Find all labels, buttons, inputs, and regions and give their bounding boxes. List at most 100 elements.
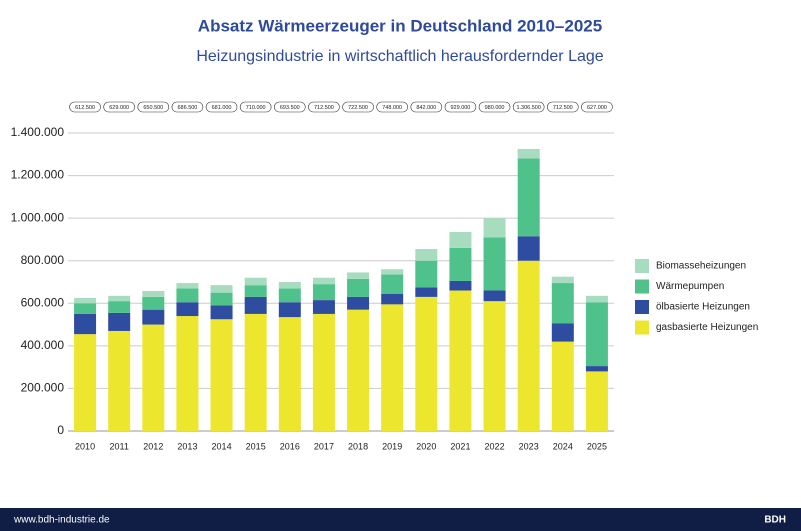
legend-swatch bbox=[635, 300, 649, 314]
bar-segment bbox=[176, 302, 199, 317]
bar-segment bbox=[483, 301, 506, 431]
total-pill bbox=[478, 101, 511, 113]
bar-segment bbox=[108, 312, 131, 331]
total-label: 712.500 bbox=[314, 105, 334, 111]
bar-segment bbox=[449, 231, 472, 248]
y-tick-label: 1.200.000 bbox=[11, 168, 65, 182]
total-pill bbox=[239, 101, 272, 113]
bar-segment bbox=[176, 283, 199, 289]
bar-segment bbox=[312, 284, 335, 301]
bar-segment bbox=[108, 295, 131, 302]
total-pill bbox=[69, 101, 101, 113]
bar-segment bbox=[585, 295, 608, 303]
bar-segment bbox=[347, 309, 370, 431]
x-tick-label: 2018 bbox=[348, 441, 368, 451]
y-tick-label: 200.000 bbox=[21, 381, 65, 395]
legend-label: gasbasierte Heizungen bbox=[656, 322, 758, 333]
bar-segment bbox=[278, 288, 301, 303]
bar-segment bbox=[483, 290, 506, 302]
bar-segment bbox=[244, 296, 267, 314]
bar-segment bbox=[551, 341, 574, 431]
y-tick-label: 1.000.000 bbox=[11, 210, 65, 224]
x-tick-label: 2021 bbox=[450, 441, 470, 451]
total-label: 748.000 bbox=[382, 105, 402, 111]
bar-segment bbox=[415, 249, 438, 261]
y-tick-label: 800.000 bbox=[21, 253, 65, 267]
bar-segment bbox=[551, 323, 574, 342]
total-pill bbox=[342, 101, 374, 113]
bar-segment bbox=[517, 236, 540, 261]
total-label: 693.500 bbox=[280, 105, 300, 111]
bar-segment bbox=[551, 276, 574, 284]
total-pill bbox=[410, 101, 443, 113]
bar-segment bbox=[74, 334, 97, 431]
x-tick-label: 2015 bbox=[246, 441, 266, 451]
bar-segment bbox=[483, 218, 506, 238]
total-pill bbox=[137, 101, 170, 113]
bar-segment bbox=[585, 366, 608, 372]
y-tick-label: 400.000 bbox=[21, 338, 65, 352]
total-pill bbox=[308, 101, 340, 113]
bar-segment bbox=[278, 282, 301, 289]
bar-segment bbox=[74, 297, 97, 304]
bar-segment bbox=[517, 260, 540, 431]
total-label: 929.000 bbox=[450, 105, 470, 111]
bar-segment bbox=[312, 300, 335, 314]
x-tick-label: 2024 bbox=[553, 441, 573, 451]
bar-segment bbox=[381, 269, 404, 275]
total-label: 686.500 bbox=[177, 105, 197, 111]
total-label: 681.000 bbox=[212, 105, 232, 111]
x-tick-label: 2019 bbox=[382, 441, 402, 451]
bar-segment bbox=[278, 317, 301, 431]
total-label: 650.500 bbox=[143, 105, 163, 111]
bar-segment bbox=[74, 303, 97, 314]
legend-label: Wärmepumpen bbox=[656, 281, 724, 292]
bar-segment bbox=[517, 148, 540, 159]
total-pill bbox=[205, 101, 238, 113]
bar-segment bbox=[449, 247, 472, 281]
total-pill bbox=[547, 101, 579, 113]
bar-segment bbox=[244, 285, 267, 297]
y-tick-label: 1.400.000 bbox=[11, 125, 65, 139]
bar-segment bbox=[415, 287, 438, 297]
x-tick-label: 2010 bbox=[75, 441, 95, 451]
bar-segment bbox=[210, 305, 233, 320]
footer-brand: BDH bbox=[764, 515, 786, 526]
x-tick-label: 2023 bbox=[519, 441, 539, 451]
x-tick-label: 2011 bbox=[110, 441, 129, 451]
total-label: 712.500 bbox=[553, 105, 573, 111]
total-pill bbox=[171, 101, 204, 113]
total-pill bbox=[581, 101, 613, 113]
total-label: 980.000 bbox=[485, 105, 505, 111]
total-pill bbox=[274, 101, 306, 113]
bar-segment bbox=[210, 285, 233, 293]
legend-swatch bbox=[635, 320, 649, 335]
bar-segment bbox=[278, 302, 301, 318]
bar-segment bbox=[517, 158, 540, 237]
legend-label: Biomasseheizungen bbox=[656, 261, 746, 272]
total-label: 1.306.500 bbox=[516, 105, 540, 111]
x-tick-label: 2012 bbox=[143, 441, 163, 451]
total-label: 612.500 bbox=[75, 105, 95, 111]
bar-segment bbox=[142, 309, 165, 325]
bar-segment bbox=[415, 296, 438, 431]
bar-segment bbox=[142, 290, 165, 297]
bar-segment bbox=[347, 296, 370, 310]
total-label: 629.000 bbox=[109, 105, 129, 111]
bar-segment bbox=[483, 237, 506, 291]
bar-segment bbox=[347, 272, 370, 279]
total-pill bbox=[103, 101, 135, 113]
bar-segment bbox=[585, 302, 608, 367]
bar-segment bbox=[381, 293, 404, 305]
bar-segment bbox=[415, 260, 438, 288]
bar-segment bbox=[108, 301, 131, 313]
footer-bar bbox=[0, 508, 801, 531]
bar-segment bbox=[244, 277, 267, 286]
bar-segment bbox=[449, 280, 472, 291]
x-tick-label: 2017 bbox=[314, 441, 334, 451]
bar-segment bbox=[312, 313, 335, 431]
bar-segment bbox=[74, 313, 97, 335]
bar-segment bbox=[244, 313, 267, 431]
x-tick-label: 2014 bbox=[212, 441, 232, 451]
